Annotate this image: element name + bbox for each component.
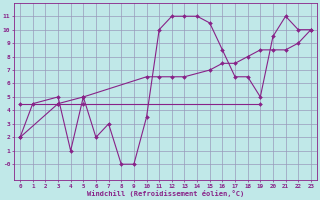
X-axis label: Windchill (Refroidissement éolien,°C): Windchill (Refroidissement éolien,°C) — [87, 190, 244, 197]
